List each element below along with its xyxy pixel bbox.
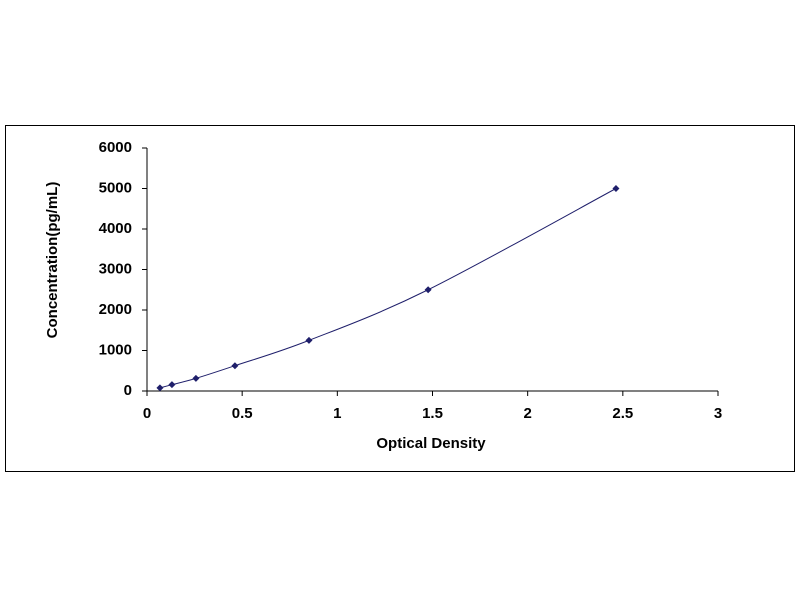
y-tick-label: 1000 (99, 341, 132, 358)
y-tick-label: 2000 (99, 301, 132, 318)
y-axis-label: Concentration(pg/mL) (44, 182, 61, 339)
x-tick-label: 2.5 (612, 405, 633, 422)
y-tick-label: 6000 (99, 139, 132, 156)
data-point (612, 185, 620, 192)
data-point (192, 374, 200, 382)
data-point (305, 336, 313, 344)
x-axis-label: Optical Density (376, 435, 486, 452)
x-tick-label: 3 (714, 405, 722, 422)
chart-frame (5, 125, 795, 472)
data-point (156, 384, 164, 392)
x-tick-label: 0 (143, 405, 151, 422)
y-tick-label: 0 (124, 382, 132, 399)
data-point (231, 362, 239, 370)
x-tick-label: 2 (523, 405, 531, 422)
y-tick-label: 5000 (99, 179, 132, 196)
y-tick-label: 4000 (99, 220, 132, 237)
x-tick-label: 0.5 (232, 405, 253, 422)
data-point (168, 381, 176, 389)
x-tick-label: 1.5 (422, 405, 443, 422)
y-tick-label: 3000 (99, 260, 132, 277)
x-tick-label: 1 (333, 405, 341, 422)
data-point (424, 286, 432, 294)
fit-curve (159, 188, 617, 389)
